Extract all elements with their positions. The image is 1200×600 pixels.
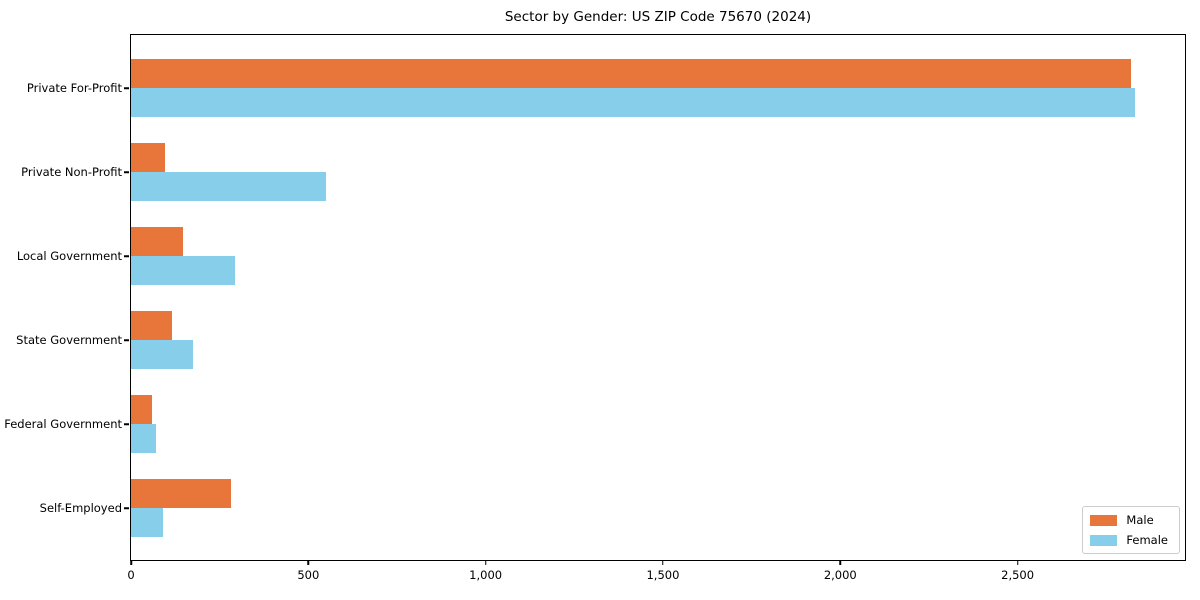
bar-male-private-non-profit <box>131 143 165 172</box>
x-tick-label-0: 0 <box>127 568 135 582</box>
y-tick-private-for-profit <box>124 87 129 89</box>
legend-label-female: Female <box>1126 533 1168 547</box>
y-axis-label-private-for-profit: Private For-Profit <box>26 81 122 95</box>
bar-female-state-government <box>131 340 194 369</box>
x-tick-label-1500: 1,500 <box>646 568 680 582</box>
x-tick-1000 <box>484 560 487 565</box>
x-tick-0 <box>130 560 132 565</box>
x-tick-1500 <box>662 560 664 565</box>
y-axis-label-federal-government: Federal Government <box>4 417 122 431</box>
plot-area: Male Female Private For-Profit Private Non… <box>4 34 1186 582</box>
x-tick-2500 <box>1016 560 1019 565</box>
legend-swatch-male <box>1090 514 1118 526</box>
x-tick-label-2500: 2,500 <box>1001 568 1035 582</box>
legend: Male Female <box>1082 506 1180 554</box>
bar-female-self-employed <box>131 508 163 537</box>
x-tick-label-2000: 2,000 <box>823 568 857 582</box>
bar-female-private-for-profit <box>131 88 1135 117</box>
x-tick-2000 <box>839 560 842 565</box>
y-tick-self-employed <box>124 507 129 509</box>
bar-male-federal-government <box>131 395 152 424</box>
chart-title: Sector by Gender: US ZIP Code 75670 (202… <box>504 9 812 25</box>
x-tick-label-1000: 1,000 <box>469 568 503 582</box>
x-tick-label-500: 500 <box>297 568 320 582</box>
y-tick-state-government <box>124 339 129 341</box>
y-axis-label-state-government: State Government <box>16 333 122 347</box>
legend-item-male: Male <box>1090 513 1168 527</box>
bar-female-local-government <box>131 256 235 285</box>
legend-label-male: Male <box>1126 513 1154 527</box>
bar-male-local-government <box>131 227 183 256</box>
legend-swatch-female <box>1090 534 1118 546</box>
legend-item-female: Female <box>1090 533 1168 547</box>
y-axis-label-self-employed: Self-Employed <box>39 501 122 515</box>
y-axis-label-local-government: Local Government <box>16 249 122 263</box>
bar-male-state-government <box>131 311 172 340</box>
y-tick-local-government <box>124 255 129 257</box>
bar-male-private-for-profit <box>131 59 1132 88</box>
x-tick-500 <box>307 560 310 565</box>
y-tick-federal-government <box>124 423 129 425</box>
bar-female-federal-government <box>131 424 156 453</box>
bar-male-self-employed <box>131 479 231 508</box>
y-axis-label-private-non-profit: Private Non-Profit <box>21 165 122 179</box>
bar-female-private-non-profit <box>131 172 327 201</box>
y-tick-private-non-profit <box>124 171 129 173</box>
